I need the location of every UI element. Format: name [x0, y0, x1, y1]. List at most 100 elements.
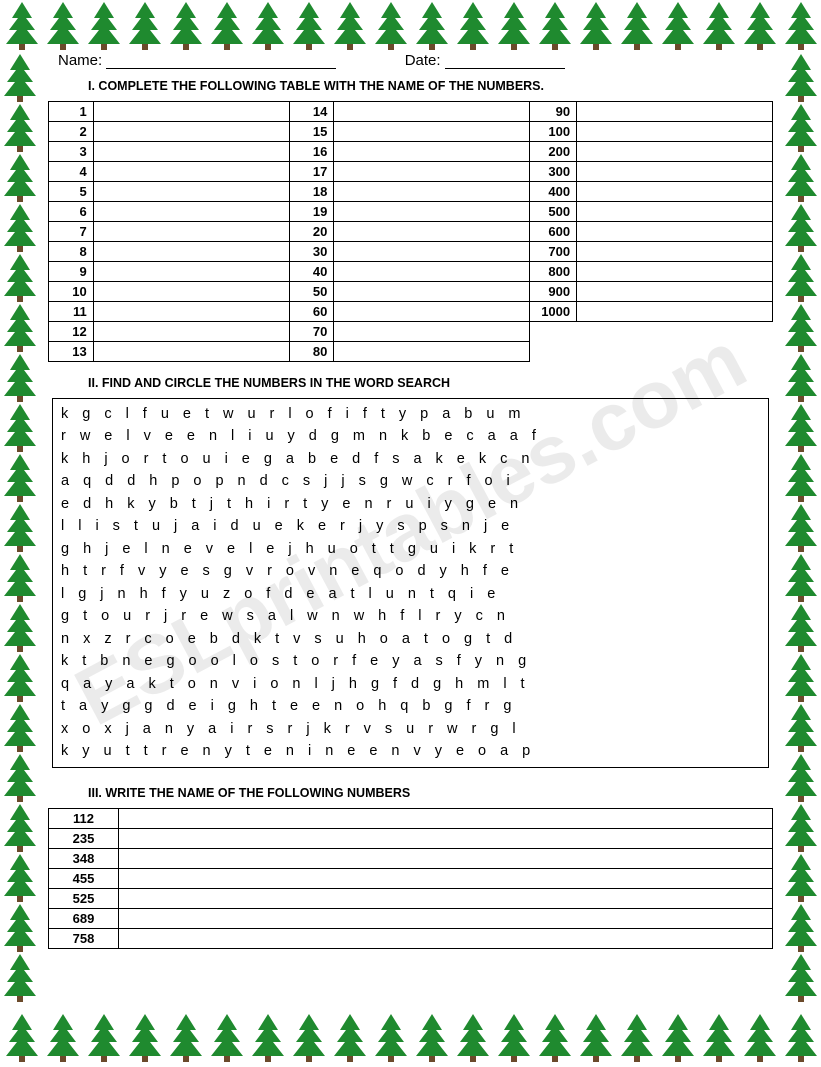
tree-icon: [455, 0, 491, 50]
word-cell[interactable]: [93, 122, 289, 142]
num-cell: 13: [49, 342, 94, 362]
word-cell[interactable]: [93, 282, 289, 302]
word-cell[interactable]: [577, 282, 773, 302]
tree-icon: [783, 302, 819, 352]
word-cell[interactable]: [334, 302, 530, 322]
tree-icon: [291, 0, 327, 50]
table-row: 215100: [49, 122, 773, 142]
num-cell: 112: [49, 808, 119, 828]
word-cell[interactable]: [119, 868, 773, 888]
word-cell[interactable]: [577, 202, 773, 222]
tree-icon: [45, 0, 81, 50]
tree-icon: [2, 552, 38, 602]
word-cell[interactable]: [93, 242, 289, 262]
tree-icon: [2, 952, 38, 1002]
numbers-table: 1149021510031620041730051840061950072060…: [48, 101, 773, 362]
table-row: 455: [49, 868, 773, 888]
section3-title: III. WRITE THE NAME OF THE FOLLOWING NUM…: [88, 786, 773, 800]
word-cell[interactable]: [577, 102, 773, 122]
word-cell[interactable]: [93, 102, 289, 122]
word-cell[interactable]: [577, 222, 773, 242]
section1-title: I. COMPLETE THE FOLLOWING TABLE WITH THE…: [88, 79, 773, 93]
word-cell[interactable]: [577, 182, 773, 202]
num-cell: 100: [530, 122, 577, 142]
tree-icon: [783, 352, 819, 402]
tree-icon: [2, 152, 38, 202]
word-cell[interactable]: [577, 242, 773, 262]
word-cell[interactable]: [577, 162, 773, 182]
word-cell[interactable]: [334, 342, 530, 362]
tree-icon: [619, 1012, 655, 1062]
tree-icon: [414, 1012, 450, 1062]
tree-icon: [783, 52, 819, 102]
num-cell: 400: [530, 182, 577, 202]
tree-icon: [2, 752, 38, 802]
tree-icon: [332, 1012, 368, 1062]
word-cell[interactable]: [334, 182, 530, 202]
tree-icon: [455, 1012, 491, 1062]
word-cell[interactable]: [93, 322, 289, 342]
word-cell[interactable]: [119, 908, 773, 928]
tree-icon: [783, 802, 819, 852]
table-row: 525: [49, 888, 773, 908]
tree-icon: [783, 902, 819, 952]
table-row: 830700: [49, 242, 773, 262]
word-cell[interactable]: [334, 322, 530, 342]
word-cell[interactable]: [119, 848, 773, 868]
word-cell[interactable]: [93, 342, 289, 362]
num-cell: 12: [49, 322, 94, 342]
word-cell[interactable]: [334, 102, 530, 122]
word-cell[interactable]: [334, 282, 530, 302]
word-cell[interactable]: [334, 262, 530, 282]
num-cell: 689: [49, 908, 119, 928]
word-cell[interactable]: [334, 142, 530, 162]
num-cell: 11: [49, 302, 94, 322]
word-cell[interactable]: [93, 182, 289, 202]
write-numbers-table: 112 235 348 455 525 689 758: [48, 808, 773, 949]
tree-icon: [2, 852, 38, 902]
word-cell[interactable]: [334, 162, 530, 182]
table-row: 316200: [49, 142, 773, 162]
tree-icon: [250, 1012, 286, 1062]
word-cell[interactable]: [119, 928, 773, 948]
num-cell: 600: [530, 222, 577, 242]
word-cell[interactable]: [577, 122, 773, 142]
tree-icon: [2, 502, 38, 552]
num-cell: 6: [49, 202, 94, 222]
word-cell[interactable]: [93, 302, 289, 322]
tree-icon: [2, 302, 38, 352]
num-cell: 80: [289, 342, 334, 362]
tree-icon: [168, 0, 204, 50]
tree-icon: [4, 0, 40, 50]
word-cell[interactable]: [577, 142, 773, 162]
table-row: 348: [49, 848, 773, 868]
tree-icon: [701, 1012, 737, 1062]
word-cell[interactable]: [93, 202, 289, 222]
tree-icon: [496, 0, 532, 50]
tree-icon: [783, 1012, 819, 1062]
table-row: 518400: [49, 182, 773, 202]
tree-icon: [783, 502, 819, 552]
num-cell: 758: [49, 928, 119, 948]
num-cell: 20: [289, 222, 334, 242]
word-cell[interactable]: [334, 202, 530, 222]
word-cell[interactable]: [577, 302, 773, 322]
word-cell[interactable]: [93, 262, 289, 282]
num-cell: 500: [530, 202, 577, 222]
word-cell[interactable]: [93, 222, 289, 242]
date-blank[interactable]: [445, 55, 565, 69]
name-blank[interactable]: [106, 55, 336, 69]
word-cell[interactable]: [119, 808, 773, 828]
word-cell[interactable]: [119, 888, 773, 908]
word-cell[interactable]: [93, 142, 289, 162]
word-cell[interactable]: [93, 162, 289, 182]
word-cell[interactable]: [334, 122, 530, 142]
num-cell: 235: [49, 828, 119, 848]
word-cell[interactable]: [334, 242, 530, 262]
word-cell[interactable]: [577, 262, 773, 282]
num-cell: 7: [49, 222, 94, 242]
word-cell[interactable]: [119, 828, 773, 848]
word-cell[interactable]: [334, 222, 530, 242]
num-cell: 10: [49, 282, 94, 302]
tree-icon: [332, 0, 368, 50]
